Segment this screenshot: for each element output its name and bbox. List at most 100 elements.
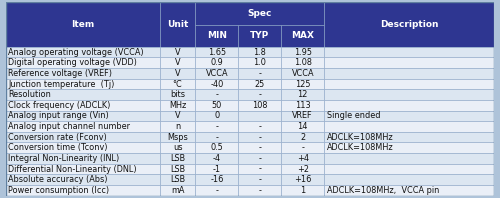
Bar [160,121,196,132]
Text: Digital operating voltage (VDD): Digital operating voltage (VDD) [8,58,138,67]
Bar [281,100,324,111]
Text: -: - [216,90,218,99]
Bar [281,79,324,89]
Bar [160,68,196,79]
Text: +2: +2 [296,165,308,174]
Text: V: V [175,111,180,120]
Text: Resolution: Resolution [8,90,52,99]
Bar [196,100,238,111]
Bar [281,132,324,143]
Text: 1.0: 1.0 [254,58,266,67]
Bar [238,111,281,121]
Text: Msps: Msps [167,133,188,142]
Bar [281,153,324,164]
Bar [160,143,196,153]
Text: Description: Description [380,20,438,29]
Bar [196,68,238,79]
Text: 1.8: 1.8 [254,48,266,57]
Bar [281,164,324,174]
Text: MIN: MIN [207,31,227,40]
Bar [238,164,281,174]
Text: -: - [302,143,304,152]
Bar [6,111,160,121]
Bar [238,57,281,68]
Text: +4: +4 [296,154,309,163]
Bar [281,68,324,79]
Bar [324,143,494,153]
Bar [6,132,160,143]
Bar [238,174,281,185]
Text: 113: 113 [295,101,310,110]
Text: -: - [216,186,218,195]
Bar [160,100,196,111]
Bar [324,164,494,174]
Bar [160,132,196,143]
Text: mA: mA [171,186,184,195]
Bar [324,132,494,143]
Text: -: - [258,154,261,163]
Text: 12: 12 [298,90,308,99]
Bar [324,89,494,100]
Bar [238,132,281,143]
Text: -4: -4 [213,154,221,163]
Text: Reference voltage (VREF): Reference voltage (VREF) [8,69,113,78]
Bar [160,89,196,100]
Text: Clock frequency (ADCLK): Clock frequency (ADCLK) [8,101,111,110]
Bar [6,143,160,153]
Text: Item: Item [71,20,94,29]
Bar [160,57,196,68]
Bar [238,153,281,164]
Bar [196,111,238,121]
Bar [6,79,160,89]
Bar [160,164,196,174]
Text: 50: 50 [212,101,222,110]
Bar [196,79,238,89]
Text: -: - [258,175,261,184]
Bar [238,25,281,47]
Bar [238,68,281,79]
Text: n: n [175,122,180,131]
Text: +16: +16 [294,175,312,184]
Bar [281,143,324,153]
Bar [6,68,160,79]
Text: -: - [258,133,261,142]
Text: V: V [175,58,180,67]
Text: -16: -16 [210,175,224,184]
Bar [324,121,494,132]
Bar [238,143,281,153]
Text: Conversion rate (Fconv): Conversion rate (Fconv) [8,133,107,142]
Bar [324,185,494,196]
Bar [238,100,281,111]
Bar [160,174,196,185]
Bar [196,2,324,25]
Text: -: - [258,165,261,174]
Text: Unit: Unit [167,20,188,29]
Text: ADCLK=108MHz,  VCCA pin: ADCLK=108MHz, VCCA pin [326,186,439,195]
Text: -: - [258,90,261,99]
Bar [196,132,238,143]
Bar [196,185,238,196]
Bar [160,185,196,196]
Bar [281,57,324,68]
Bar [196,47,238,57]
Text: Single ended: Single ended [326,111,380,120]
Text: 1.95: 1.95 [294,48,312,57]
Text: 125: 125 [295,80,310,89]
Text: VCCA: VCCA [206,69,228,78]
Bar [160,79,196,89]
Text: Spec: Spec [248,9,272,18]
Bar [6,174,160,185]
Text: Analog input range (Vin): Analog input range (Vin) [8,111,109,120]
Text: LSB: LSB [170,175,185,184]
Bar [324,57,494,68]
Text: 2: 2 [300,133,306,142]
Bar [281,47,324,57]
Bar [6,57,160,68]
Bar [160,47,196,57]
Bar [6,121,160,132]
Text: 1.65: 1.65 [208,48,226,57]
Bar [196,153,238,164]
Bar [160,153,196,164]
Text: ADCLK=108MHz: ADCLK=108MHz [326,143,393,152]
Text: 1: 1 [300,186,306,195]
